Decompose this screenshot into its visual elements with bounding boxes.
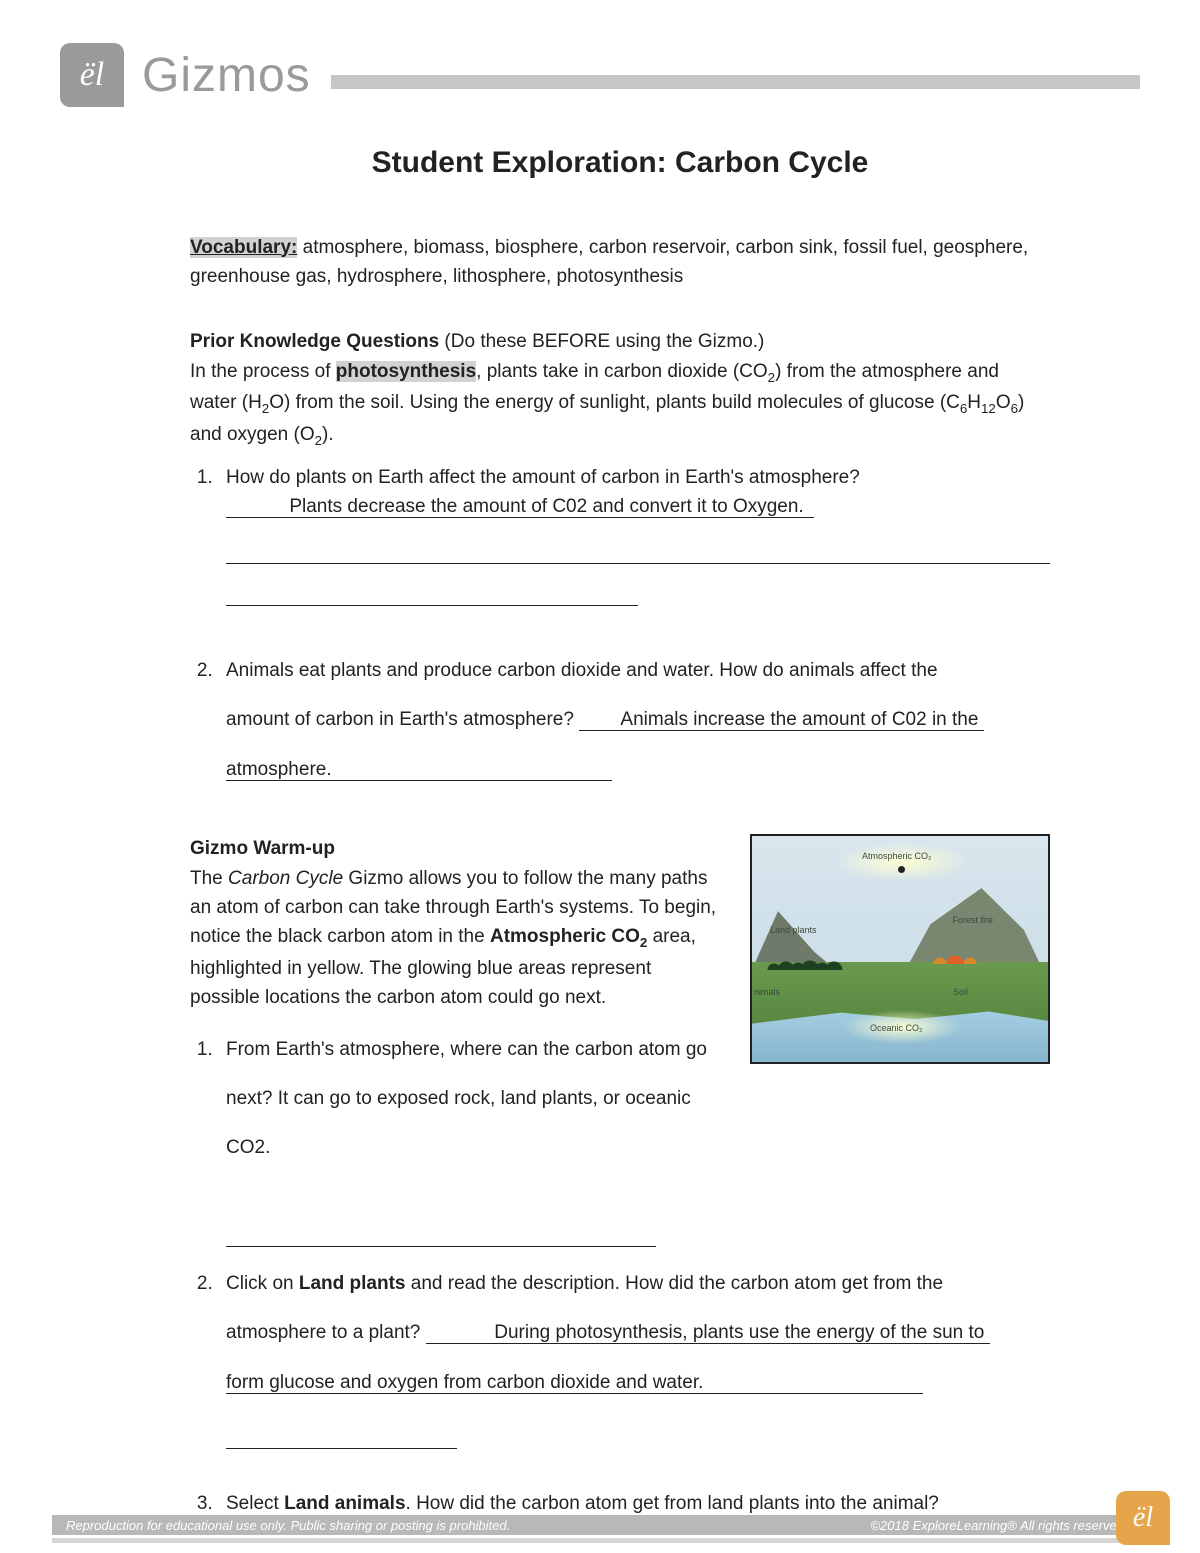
warmup-q1-list: From Earth's atmosphere, where can the c… [190, 1025, 724, 1173]
blank-line [226, 1421, 457, 1449]
prior-knowledge-section: Prior Knowledge Questions (Do these BEFO… [190, 327, 1050, 794]
warmup-q1-c: CO2. [226, 1137, 270, 1158]
diagram-label-ocean: Oceanic CO₂ [870, 1022, 923, 1036]
brand-text: Gizmos [142, 48, 311, 103]
prior-q1-answer: Plants decrease the amount of C02 and co… [226, 496, 814, 518]
warmup-q2-c: atmosphere to a plant? [226, 1322, 426, 1343]
prior-questions: How do plants on Earth affect the amount… [190, 463, 1050, 794]
vocab-label: Vocabulary: [190, 237, 297, 258]
warmup-q2: Click on Land plants and read the descri… [218, 1259, 1050, 1449]
logo-icon: ël [60, 43, 124, 107]
footer: Reproduction for educational use only. P… [0, 1503, 1200, 1553]
warmup-q1-b: next? It can go to exposed rock, land pl… [226, 1088, 691, 1109]
prior-q1-text: How do plants on Earth affect the amount… [226, 467, 860, 488]
prior-intro-h: ). [322, 424, 334, 445]
carbon-cycle-diagram: Atmospheric CO₂ Land plants Forest fire … [750, 834, 1050, 1064]
prior-intro-d: O) from the soil. Using the energy of su… [269, 392, 960, 413]
warmup-bold: Atmospheric CO [490, 926, 640, 947]
header: ël Gizmos [60, 40, 1140, 110]
warmup-q1-a: From Earth's atmosphere, where can the c… [226, 1039, 707, 1060]
document-body: Student Exploration: Carbon Cycle Vocabu… [60, 140, 1140, 1518]
diagram-label-atmos: Atmospheric CO₂ [862, 850, 932, 864]
footer-right: ©2018 ExploreLearning® All rights reserv… [870, 1518, 1124, 1533]
prior-q2-answer2: atmosphere. [226, 759, 612, 781]
diagram-label-soil: Soil [953, 986, 968, 1000]
warmup-italic: Carbon Cycle [228, 868, 343, 889]
prior-q2-b: amount of carbon in Earth's atmosphere? [226, 709, 579, 730]
photosynthesis-highlight: photosynthesis [336, 361, 476, 382]
prior-intro-b: , plants take in carbon dioxide (CO [476, 361, 768, 382]
warmup-q2-ans1: During photosynthesis, plants use the en… [426, 1322, 990, 1344]
vocab-text: atmosphere, biomass, biosphere, carbon r… [190, 237, 1028, 287]
warmup-p-a: The [190, 868, 228, 889]
warmup-heading: Gizmo Warm-up [190, 838, 335, 859]
diagram-label-forestfire: Forest fire [952, 914, 993, 928]
warmup-section: Gizmo Warm-up The Carbon Cycle Gizmo all… [190, 834, 1050, 1213]
prior-intro-f: O [996, 392, 1011, 413]
footer-logo-icon: ël [1116, 1491, 1170, 1545]
page-title: Student Exploration: Carbon Cycle [190, 140, 1050, 187]
prior-intro-e: H [967, 392, 981, 413]
diagram-label-animals: nimals [754, 986, 780, 1000]
prior-q2-answer: Animals increase the amount of C02 in th… [579, 709, 984, 731]
blank-line [226, 578, 638, 606]
prior-q2-a: Animals eat plants and produce carbon di… [226, 660, 938, 681]
prior-heading: Prior Knowledge Questions [190, 331, 439, 352]
warmup-questions-cont: Click on Land plants and read the descri… [190, 1259, 1050, 1519]
prior-intro-a: In the process of [190, 361, 336, 382]
prior-heading-note: (Do these BEFORE using the Gizmo.) [439, 331, 764, 352]
warmup-q2-bold: Land plants [299, 1273, 406, 1294]
blank-line [226, 1219, 656, 1247]
warmup-q2-b: and read the description. How did the ca… [405, 1273, 943, 1294]
vocabulary-section: Vocabulary: atmosphere, biomass, biosphe… [190, 233, 1050, 292]
warmup-q2-a: Click on [226, 1273, 299, 1294]
prior-q2: Animals eat plants and produce carbon di… [218, 646, 1050, 794]
diagram-label-landplants: Land plants [770, 924, 817, 938]
warmup-q1: From Earth's atmosphere, where can the c… [218, 1025, 724, 1173]
warmup-q2-ans2: form glucose and oxygen from carbon diox… [226, 1372, 923, 1394]
header-bar [331, 75, 1140, 89]
prior-q1: How do plants on Earth affect the amount… [218, 463, 1050, 606]
footer-left: Reproduction for educational use only. P… [66, 1518, 510, 1533]
blank-line [226, 536, 1050, 564]
